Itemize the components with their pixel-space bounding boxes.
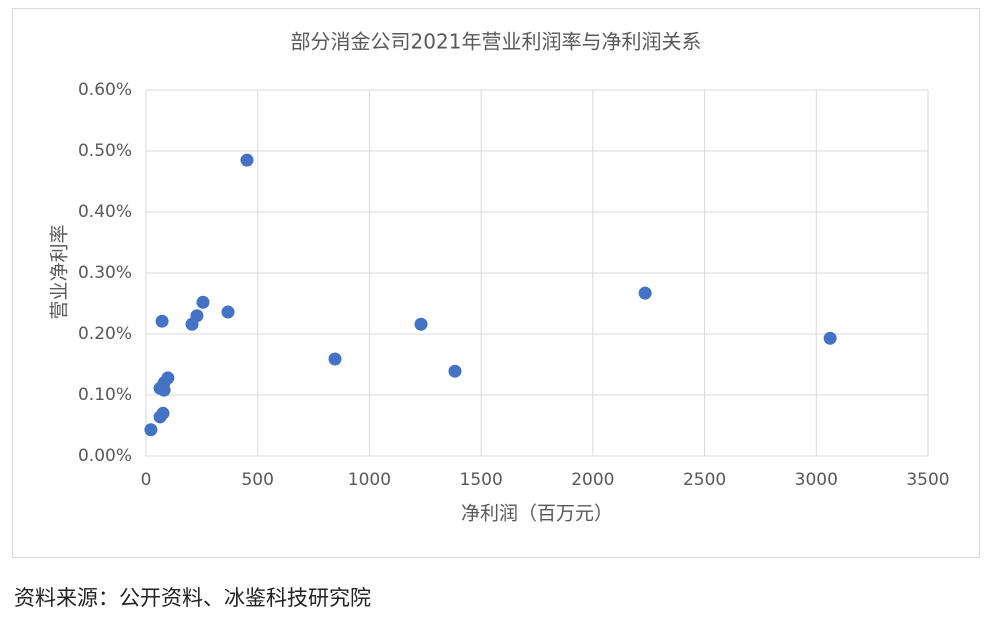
- data-point: [448, 364, 462, 378]
- x-tick-label: 2500: [683, 470, 726, 490]
- y-tick-label: 0.10%: [78, 385, 132, 405]
- y-tick-label: 0.30%: [78, 263, 132, 283]
- data-point: [823, 331, 837, 345]
- data-point: [414, 317, 428, 331]
- data-point: [144, 423, 158, 437]
- data-point: [221, 305, 235, 319]
- x-tick-label: 1500: [460, 470, 503, 490]
- data-point: [155, 314, 169, 328]
- x-tick-label: 500: [241, 470, 273, 490]
- source-note: 资料来源：公开资料、冰鉴科技研究院: [14, 586, 371, 610]
- x-tick-label: 0: [141, 470, 152, 490]
- y-tick-label: 0.00%: [78, 446, 132, 466]
- data-point: [156, 406, 170, 420]
- chart-title: 部分消金公司2021年营业利润率与净利润关系: [291, 30, 702, 54]
- x-tick-label: 3500: [906, 470, 949, 490]
- y-tick-label: 0.60%: [78, 80, 132, 100]
- x-tick-label: 3000: [795, 470, 838, 490]
- x-tick-label: 2000: [571, 470, 614, 490]
- chart-frame: [12, 8, 980, 558]
- y-tick-label: 0.20%: [78, 324, 132, 344]
- y-tick-label: 0.40%: [78, 202, 132, 222]
- x-axis-label: 净利润（百万元）: [461, 503, 613, 525]
- y-axis-label: 营业净利率: [49, 224, 71, 319]
- x-tick-label: 1000: [348, 470, 391, 490]
- data-point: [638, 286, 652, 300]
- data-point: [196, 295, 210, 309]
- y-tick-label: 0.50%: [78, 141, 132, 161]
- data-point: [190, 309, 204, 323]
- data-point: [240, 153, 254, 167]
- data-point: [328, 352, 342, 366]
- data-point: [157, 383, 171, 397]
